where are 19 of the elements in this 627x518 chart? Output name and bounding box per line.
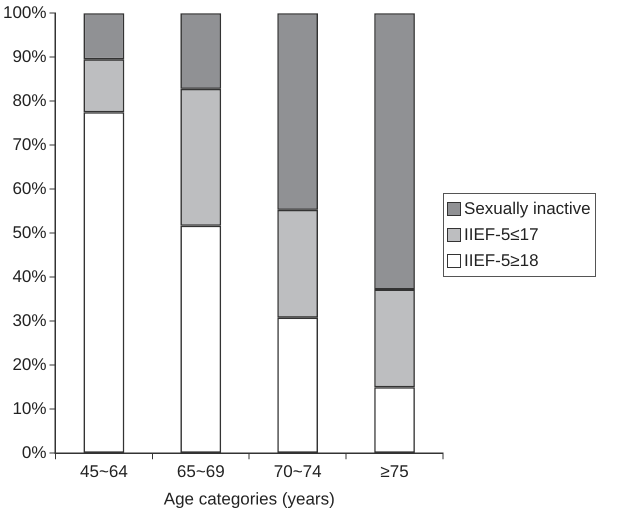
y-tick-label: 40% — [12, 266, 46, 286]
legend-label: IIEF-5≤17 — [464, 224, 539, 246]
legend-label: Sexually inactive — [464, 198, 591, 220]
y-tick-label: 60% — [12, 178, 46, 198]
x-axis-title: Age categories (years) — [164, 489, 335, 508]
y-tick-label: 70% — [12, 134, 46, 154]
y-tick-label: 50% — [12, 222, 46, 242]
x-tick-label: 70~74 — [274, 462, 322, 482]
y-tick-label: 100% — [2, 2, 46, 22]
y-tick-label: 30% — [12, 310, 46, 330]
x-tick-label: 65~69 — [176, 462, 225, 482]
y-tick-label: 10% — [12, 398, 46, 418]
y-tick-label: 80% — [12, 90, 46, 110]
text: IIEF-5≥18 — [464, 250, 539, 272]
y-tick-label: 90% — [12, 46, 46, 66]
x-tick-label: ≥75 — [380, 462, 409, 482]
x-tick-label: 45~64 — [80, 462, 128, 482]
y-tick-label: 20% — [12, 354, 46, 374]
y-tick-label: 0% — [22, 442, 46, 462]
